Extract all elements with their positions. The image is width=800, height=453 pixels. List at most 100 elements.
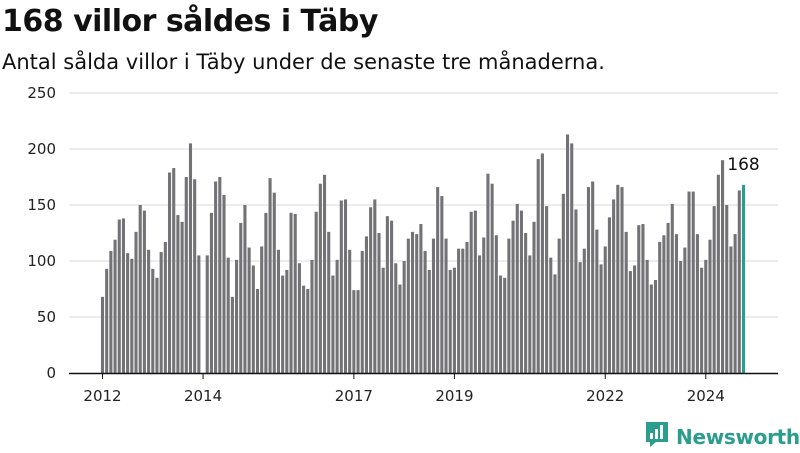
bar <box>285 269 289 373</box>
bar <box>457 248 461 373</box>
bar <box>184 177 188 373</box>
bar <box>360 250 364 373</box>
bar <box>172 168 176 373</box>
bar <box>239 222 243 373</box>
bar <box>612 199 616 373</box>
bar <box>260 246 264 373</box>
bar <box>628 271 632 373</box>
bar <box>264 212 268 373</box>
bar <box>218 177 222 373</box>
bar <box>658 241 662 373</box>
bar <box>335 259 339 373</box>
bar <box>729 246 733 373</box>
bar <box>356 290 360 373</box>
bar <box>444 238 448 373</box>
bar <box>637 225 641 373</box>
bar <box>193 179 197 373</box>
bar <box>188 143 193 373</box>
bar <box>138 205 142 373</box>
bar <box>473 210 477 373</box>
bar <box>117 219 121 373</box>
bar <box>620 187 624 373</box>
bar <box>561 193 565 373</box>
bar <box>733 234 737 373</box>
bar <box>180 221 184 373</box>
bar <box>297 263 301 373</box>
bar <box>415 234 419 373</box>
bar <box>700 267 704 373</box>
bar-highlight <box>741 184 746 373</box>
bar <box>570 143 574 373</box>
bar <box>478 255 482 373</box>
bar <box>532 221 536 373</box>
bar <box>243 205 247 373</box>
bar <box>721 160 725 373</box>
bar <box>691 191 695 373</box>
bar <box>147 249 151 373</box>
bar <box>306 289 310 373</box>
bar <box>440 196 444 373</box>
bar <box>369 207 373 373</box>
bar <box>591 181 595 373</box>
bar <box>176 215 180 373</box>
bar <box>498 275 503 373</box>
bar <box>653 280 658 373</box>
chart-title: 168 villor såldes i Täby <box>2 4 378 39</box>
bar <box>205 255 209 373</box>
bar <box>230 296 234 373</box>
bar <box>716 174 720 373</box>
bar <box>507 238 511 373</box>
bar <box>214 181 218 373</box>
bar <box>461 248 465 373</box>
bar <box>586 187 591 373</box>
bar <box>536 159 540 373</box>
bar <box>352 290 356 373</box>
y-tick-label: 200 <box>27 140 56 158</box>
y-tick-label: 150 <box>27 196 56 214</box>
bar <box>142 210 146 373</box>
bar <box>268 178 272 373</box>
bar <box>222 194 226 373</box>
x-tick-label: 2017 <box>335 387 373 405</box>
bar <box>582 248 586 373</box>
bar <box>247 247 251 373</box>
bar <box>607 217 611 373</box>
bar <box>121 218 125 373</box>
bar <box>494 235 498 373</box>
bar <box>155 277 159 373</box>
y-tick-label: 100 <box>27 252 56 270</box>
brand-name: Newsworthy <box>676 424 800 449</box>
bar <box>431 238 436 373</box>
bar <box>515 203 519 373</box>
bar <box>293 213 297 373</box>
bar <box>436 187 440 373</box>
bar <box>255 289 260 373</box>
y-tick-label: 0 <box>46 364 56 382</box>
bar <box>549 257 553 373</box>
bar <box>126 253 130 373</box>
bar <box>364 236 368 373</box>
bar <box>557 238 561 373</box>
newsworthy-logo-icon <box>644 420 670 453</box>
bar <box>427 269 431 373</box>
bar <box>595 229 599 373</box>
bar <box>599 264 603 373</box>
bar <box>419 224 423 373</box>
bar <box>503 277 507 373</box>
bar <box>276 249 281 373</box>
bar <box>519 210 524 373</box>
bar <box>695 234 699 373</box>
x-tick-label: 2019 <box>435 387 473 405</box>
bar <box>448 269 452 373</box>
bar <box>725 205 729 373</box>
bar <box>670 203 674 373</box>
bar <box>381 267 385 373</box>
bar <box>704 259 708 373</box>
bar <box>524 233 528 373</box>
bar <box>603 246 607 373</box>
bar <box>708 239 712 373</box>
bar <box>574 209 578 373</box>
bar <box>209 212 213 373</box>
chart-subtitle: Antal sålda villor i Täby under de senas… <box>2 50 605 74</box>
